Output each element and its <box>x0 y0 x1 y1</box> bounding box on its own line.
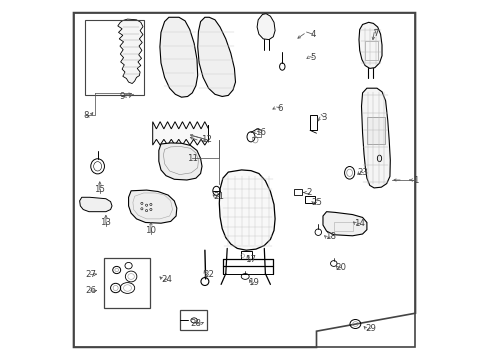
Text: 27: 27 <box>85 270 96 279</box>
Polygon shape <box>160 17 197 97</box>
Text: 26: 26 <box>85 287 96 295</box>
Polygon shape <box>219 170 275 250</box>
Text: 4: 4 <box>309 30 315 39</box>
Bar <box>180 310 207 330</box>
Text: 18: 18 <box>324 233 335 242</box>
Bar <box>294 189 302 195</box>
Polygon shape <box>118 19 142 84</box>
Text: 29: 29 <box>365 324 375 333</box>
Text: 24: 24 <box>161 275 172 284</box>
Text: 23: 23 <box>357 168 368 177</box>
Text: 13: 13 <box>100 218 111 227</box>
Text: 19: 19 <box>247 278 259 287</box>
Polygon shape <box>257 14 275 40</box>
Text: 7: 7 <box>372 29 378 38</box>
Polygon shape <box>197 17 235 96</box>
Text: 25: 25 <box>310 198 321 207</box>
Bar <box>241 251 252 259</box>
Text: 17: 17 <box>245 255 256 264</box>
Bar <box>333 222 352 231</box>
Text: 16: 16 <box>255 128 265 137</box>
Text: 6: 6 <box>277 104 283 113</box>
Polygon shape <box>159 143 202 180</box>
Text: 12: 12 <box>201 135 212 144</box>
Text: 9: 9 <box>119 92 124 101</box>
Text: 28: 28 <box>190 319 201 328</box>
Bar <box>85 20 143 95</box>
Text: 21: 21 <box>213 192 224 201</box>
Bar <box>104 258 150 308</box>
Text: 15: 15 <box>94 185 105 194</box>
Bar <box>309 115 316 130</box>
Polygon shape <box>128 190 177 223</box>
Text: 20: 20 <box>335 263 346 272</box>
Text: 2: 2 <box>306 188 311 197</box>
Text: 14: 14 <box>353 219 365 228</box>
Text: 22: 22 <box>203 270 214 279</box>
Polygon shape <box>80 197 112 212</box>
Text: 10: 10 <box>145 226 156 235</box>
Bar <box>366 117 384 144</box>
Bar <box>365 41 377 60</box>
Text: 8: 8 <box>83 111 89 120</box>
Polygon shape <box>358 22 381 68</box>
Text: 3: 3 <box>320 112 326 122</box>
Text: 1: 1 <box>412 176 417 185</box>
Polygon shape <box>322 212 366 236</box>
Text: 5: 5 <box>309 53 315 62</box>
Bar <box>305 196 314 203</box>
Polygon shape <box>152 122 208 145</box>
Polygon shape <box>361 88 389 188</box>
Text: 11: 11 <box>186 154 197 163</box>
